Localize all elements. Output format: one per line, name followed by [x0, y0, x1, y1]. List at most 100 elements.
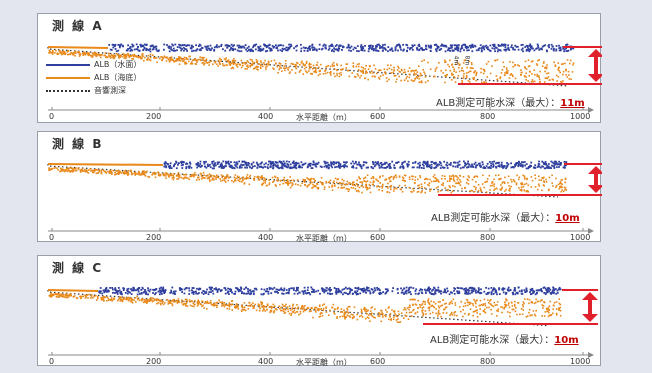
surface-point	[450, 45, 453, 47]
bottom-point	[544, 311, 547, 313]
bottom-point	[185, 58, 188, 60]
surface-point	[485, 293, 488, 295]
surface-point	[555, 166, 558, 168]
bottom-point	[85, 296, 87, 298]
surface-point	[168, 165, 170, 168]
surface-point	[279, 288, 282, 291]
surface-point	[220, 289, 223, 291]
surface-point	[178, 162, 180, 164]
bottom-point	[346, 180, 348, 183]
surface-point	[205, 160, 207, 163]
bottom-point	[512, 65, 514, 68]
surface-point	[454, 161, 457, 164]
bottom-point	[166, 173, 168, 176]
bottom-point	[125, 57, 127, 60]
surface-point	[516, 292, 519, 295]
bottom-point	[329, 72, 332, 74]
bottom-point	[142, 301, 145, 304]
bottom-point	[103, 299, 105, 301]
bottom-point	[141, 173, 143, 176]
surface-point	[151, 44, 154, 47]
surface-point	[239, 46, 242, 49]
surface-point	[421, 289, 423, 291]
depth-arrow-head-top	[582, 292, 598, 300]
bottom-point	[72, 295, 75, 298]
bottom-point	[126, 297, 128, 299]
bottom-point	[125, 171, 128, 174]
surface-point	[308, 45, 311, 48]
surface-point	[443, 45, 446, 48]
bottom-point	[118, 172, 120, 175]
bottom-point	[452, 185, 454, 187]
surface-point	[112, 46, 115, 49]
bottom-point	[555, 177, 557, 180]
bottom-point	[537, 59, 539, 62]
bottom-point	[356, 73, 359, 75]
bottom-point	[189, 300, 191, 303]
bottom-point	[311, 73, 313, 75]
bottom-point	[528, 65, 531, 67]
surface-point	[425, 44, 427, 47]
surface-point	[449, 164, 452, 166]
bottom-point	[419, 306, 421, 308]
surface-point	[538, 49, 541, 51]
surface-point	[426, 163, 429, 166]
bottom-point	[413, 80, 416, 82]
surface-point	[267, 292, 270, 295]
bottom-point	[477, 189, 480, 192]
surface-point	[309, 49, 311, 51]
bottom-point	[209, 300, 212, 302]
bottom-point	[333, 64, 335, 67]
surface-point	[307, 163, 310, 166]
bottom-point	[366, 316, 369, 319]
bottom-point	[252, 67, 255, 70]
bottom-point	[488, 174, 491, 177]
bottom-point	[441, 304, 444, 306]
surface-point	[130, 48, 133, 51]
bottom-point	[280, 309, 282, 312]
bottom-point	[182, 58, 185, 60]
surface-point	[412, 162, 414, 164]
bottom-point	[313, 180, 316, 183]
surface-point	[158, 287, 161, 290]
surface-point	[300, 50, 302, 53]
bottom-point	[154, 173, 156, 176]
bottom-point	[258, 63, 261, 65]
bottom-point	[348, 188, 350, 191]
surface-point	[337, 47, 340, 50]
bottom-point	[271, 306, 274, 308]
surface-point	[189, 161, 191, 164]
bottom-point	[370, 307, 372, 309]
bottom-point	[177, 298, 180, 300]
bottom-point	[101, 54, 103, 56]
bottom-point	[304, 309, 307, 312]
bottom-point	[189, 55, 191, 58]
bottom-point	[65, 293, 68, 295]
surface-point	[563, 165, 566, 167]
bottom-point	[471, 178, 474, 181]
surface-point	[412, 45, 414, 48]
bottom-point	[466, 301, 469, 304]
bottom-point	[379, 313, 382, 316]
bottom-point	[357, 74, 360, 77]
bottom-point	[367, 187, 369, 190]
surface-point	[191, 291, 193, 294]
surface-point	[486, 162, 489, 165]
bottom-point	[128, 55, 130, 58]
surface-point	[359, 292, 362, 295]
surface-point	[293, 164, 296, 167]
bottom-point	[517, 178, 520, 181]
bottom-point	[108, 55, 111, 58]
bottom-point	[207, 302, 210, 304]
bottom-point	[353, 306, 356, 309]
surface-point	[394, 48, 397, 51]
surface-point	[205, 48, 208, 50]
surface-point	[220, 43, 223, 46]
bottom-point	[390, 188, 392, 190]
bottom-point	[475, 181, 477, 183]
surface-point	[235, 161, 238, 164]
bottom-point	[158, 174, 160, 176]
bottom-point	[106, 300, 108, 302]
bottom-point	[70, 52, 72, 54]
surface-point	[129, 45, 132, 48]
